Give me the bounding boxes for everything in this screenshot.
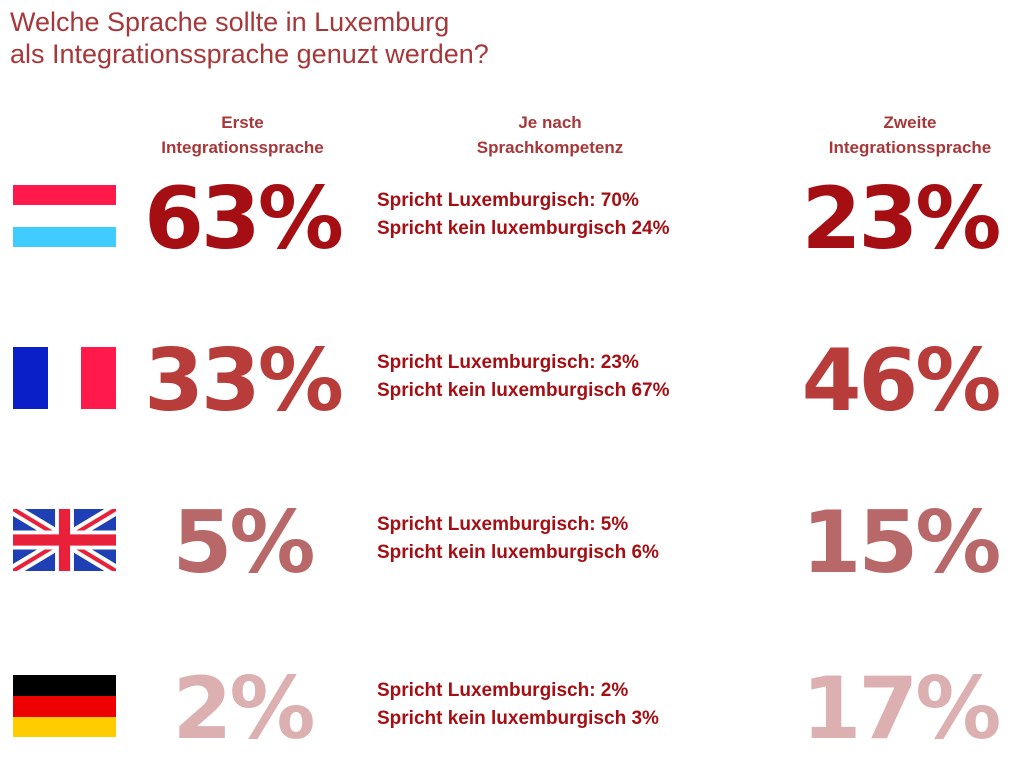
second-language-percent: 17% <box>801 659 1002 759</box>
column-header-middle-line2: Sprachkompetenz <box>476 138 624 157</box>
title-line-1: Welche Sprache sollte in Luxemburg <box>10 7 450 37</box>
competence-detail: Spricht Luxemburgisch: 70% Spricht kein … <box>377 187 669 243</box>
row-luxembourg: 63% Spricht Luxemburgisch: 70% Spricht k… <box>0 171 1024 267</box>
column-header-middle: Je nach Sprachkompetenz <box>440 110 660 160</box>
row-france: 33% Spricht Luxemburgisch: 23% Spricht k… <box>0 333 1024 429</box>
column-header-first-line2: Integrationssprache <box>161 138 324 157</box>
not-speaks-luxembourgish: Spricht kein luxemburgisch 67% <box>377 380 670 401</box>
speaks-luxembourgish: Spricht Luxemburgisch: 23% <box>377 352 639 373</box>
luxembourg-flag-icon <box>13 185 116 247</box>
uk-flag-icon <box>13 509 116 571</box>
column-header-first: Erste Integrationssprache <box>130 110 355 160</box>
speaks-luxembourgish: Spricht Luxemburgisch: 70% <box>377 190 639 211</box>
page-title: Welche Sprache sollte in Luxemburg als I… <box>10 6 489 70</box>
column-header-middle-line1: Je nach <box>518 113 582 132</box>
column-header-second-line1: Zweite <box>883 113 937 132</box>
row-uk: 5% Spricht Luxemburgisch: 5% Spricht kei… <box>0 495 1024 591</box>
competence-detail: Spricht Luxemburgisch: 5% Spricht kein l… <box>377 511 659 567</box>
first-language-percent: 33% <box>144 331 344 431</box>
column-header-first-line1: Erste <box>221 113 264 132</box>
not-speaks-luxembourgish: Spricht kein luxemburgisch 3% <box>377 708 659 729</box>
speaks-luxembourgish: Spricht Luxemburgisch: 5% <box>377 514 629 535</box>
second-language-percent: 15% <box>801 493 1002 593</box>
title-line-2: als Integrationssprache genuzt werden? <box>10 39 489 69</box>
not-speaks-luxembourgish: Spricht kein luxemburgisch 6% <box>377 542 659 563</box>
column-header-second-line2: Integrationssprache <box>828 138 992 157</box>
column-header-second: Zweite Integrationssprache <box>800 110 1020 160</box>
row-germany: 2% Spricht Luxemburgisch: 2% Spricht kei… <box>0 661 1024 757</box>
first-language-percent: 5% <box>172 493 315 593</box>
france-flag-icon <box>13 347 116 409</box>
competence-detail: Spricht Luxemburgisch: 2% Spricht kein l… <box>377 677 659 733</box>
speaks-luxembourgish: Spricht Luxemburgisch: 2% <box>377 680 629 701</box>
competence-detail: Spricht Luxemburgisch: 23% Spricht kein … <box>377 349 669 405</box>
not-speaks-luxembourgish: Spricht kein luxemburgisch 24% <box>377 218 670 239</box>
second-language-percent: 23% <box>801 169 1002 269</box>
first-language-percent: 2% <box>172 659 315 759</box>
first-language-percent: 63% <box>144 169 344 269</box>
germany-flag-icon <box>13 675 116 737</box>
second-language-percent: 46% <box>801 331 1002 431</box>
